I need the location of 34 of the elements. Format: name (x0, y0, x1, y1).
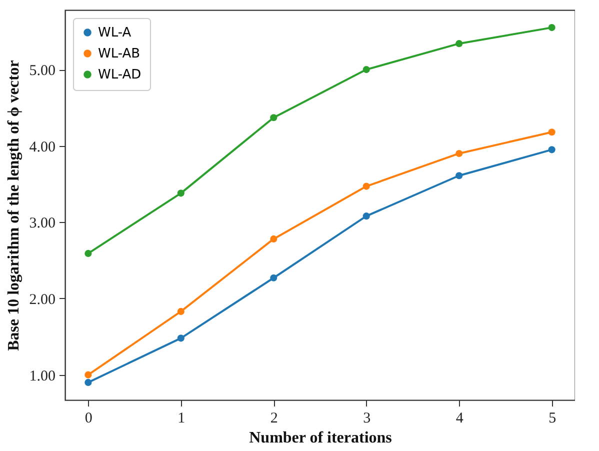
point (548, 128, 556, 136)
point (456, 40, 463, 48)
x-tick-label: 2 (270, 410, 278, 426)
y-tick-label: 1.00 (29, 368, 56, 384)
point (548, 24, 556, 32)
point (84, 371, 92, 378)
x-tick-label: 3 (363, 410, 371, 426)
point (84, 250, 92, 257)
x-axis-title: Number of iterations (249, 430, 392, 446)
x-tick-label: 0 (84, 410, 92, 426)
x-tick-label: 4 (456, 410, 464, 426)
y-tick-label: 2.00 (29, 292, 56, 308)
point (362, 182, 370, 190)
point (270, 114, 278, 122)
legend-label: WL-AD (98, 68, 142, 82)
point (362, 212, 370, 220)
y-tick-label: 5.00 (29, 63, 56, 80)
point (270, 235, 278, 242)
x-tick-label: 1 (178, 410, 186, 426)
legend-label: WL-A (98, 26, 132, 40)
point (362, 66, 370, 74)
point (177, 308, 184, 315)
y-tick-label: 3.00 (29, 216, 56, 232)
y-tick-label: 4.00 (29, 139, 56, 156)
legend-label: WL-AB (98, 46, 140, 62)
point (456, 150, 463, 158)
point (548, 146, 556, 154)
point (177, 190, 184, 197)
point (84, 378, 92, 386)
point (270, 274, 278, 282)
x-tick-label: 5 (548, 410, 556, 426)
point (177, 334, 184, 342)
point (456, 172, 463, 180)
y-axis-title: Base 10 logarithm of the length of ϕ vector (5, 60, 22, 351)
